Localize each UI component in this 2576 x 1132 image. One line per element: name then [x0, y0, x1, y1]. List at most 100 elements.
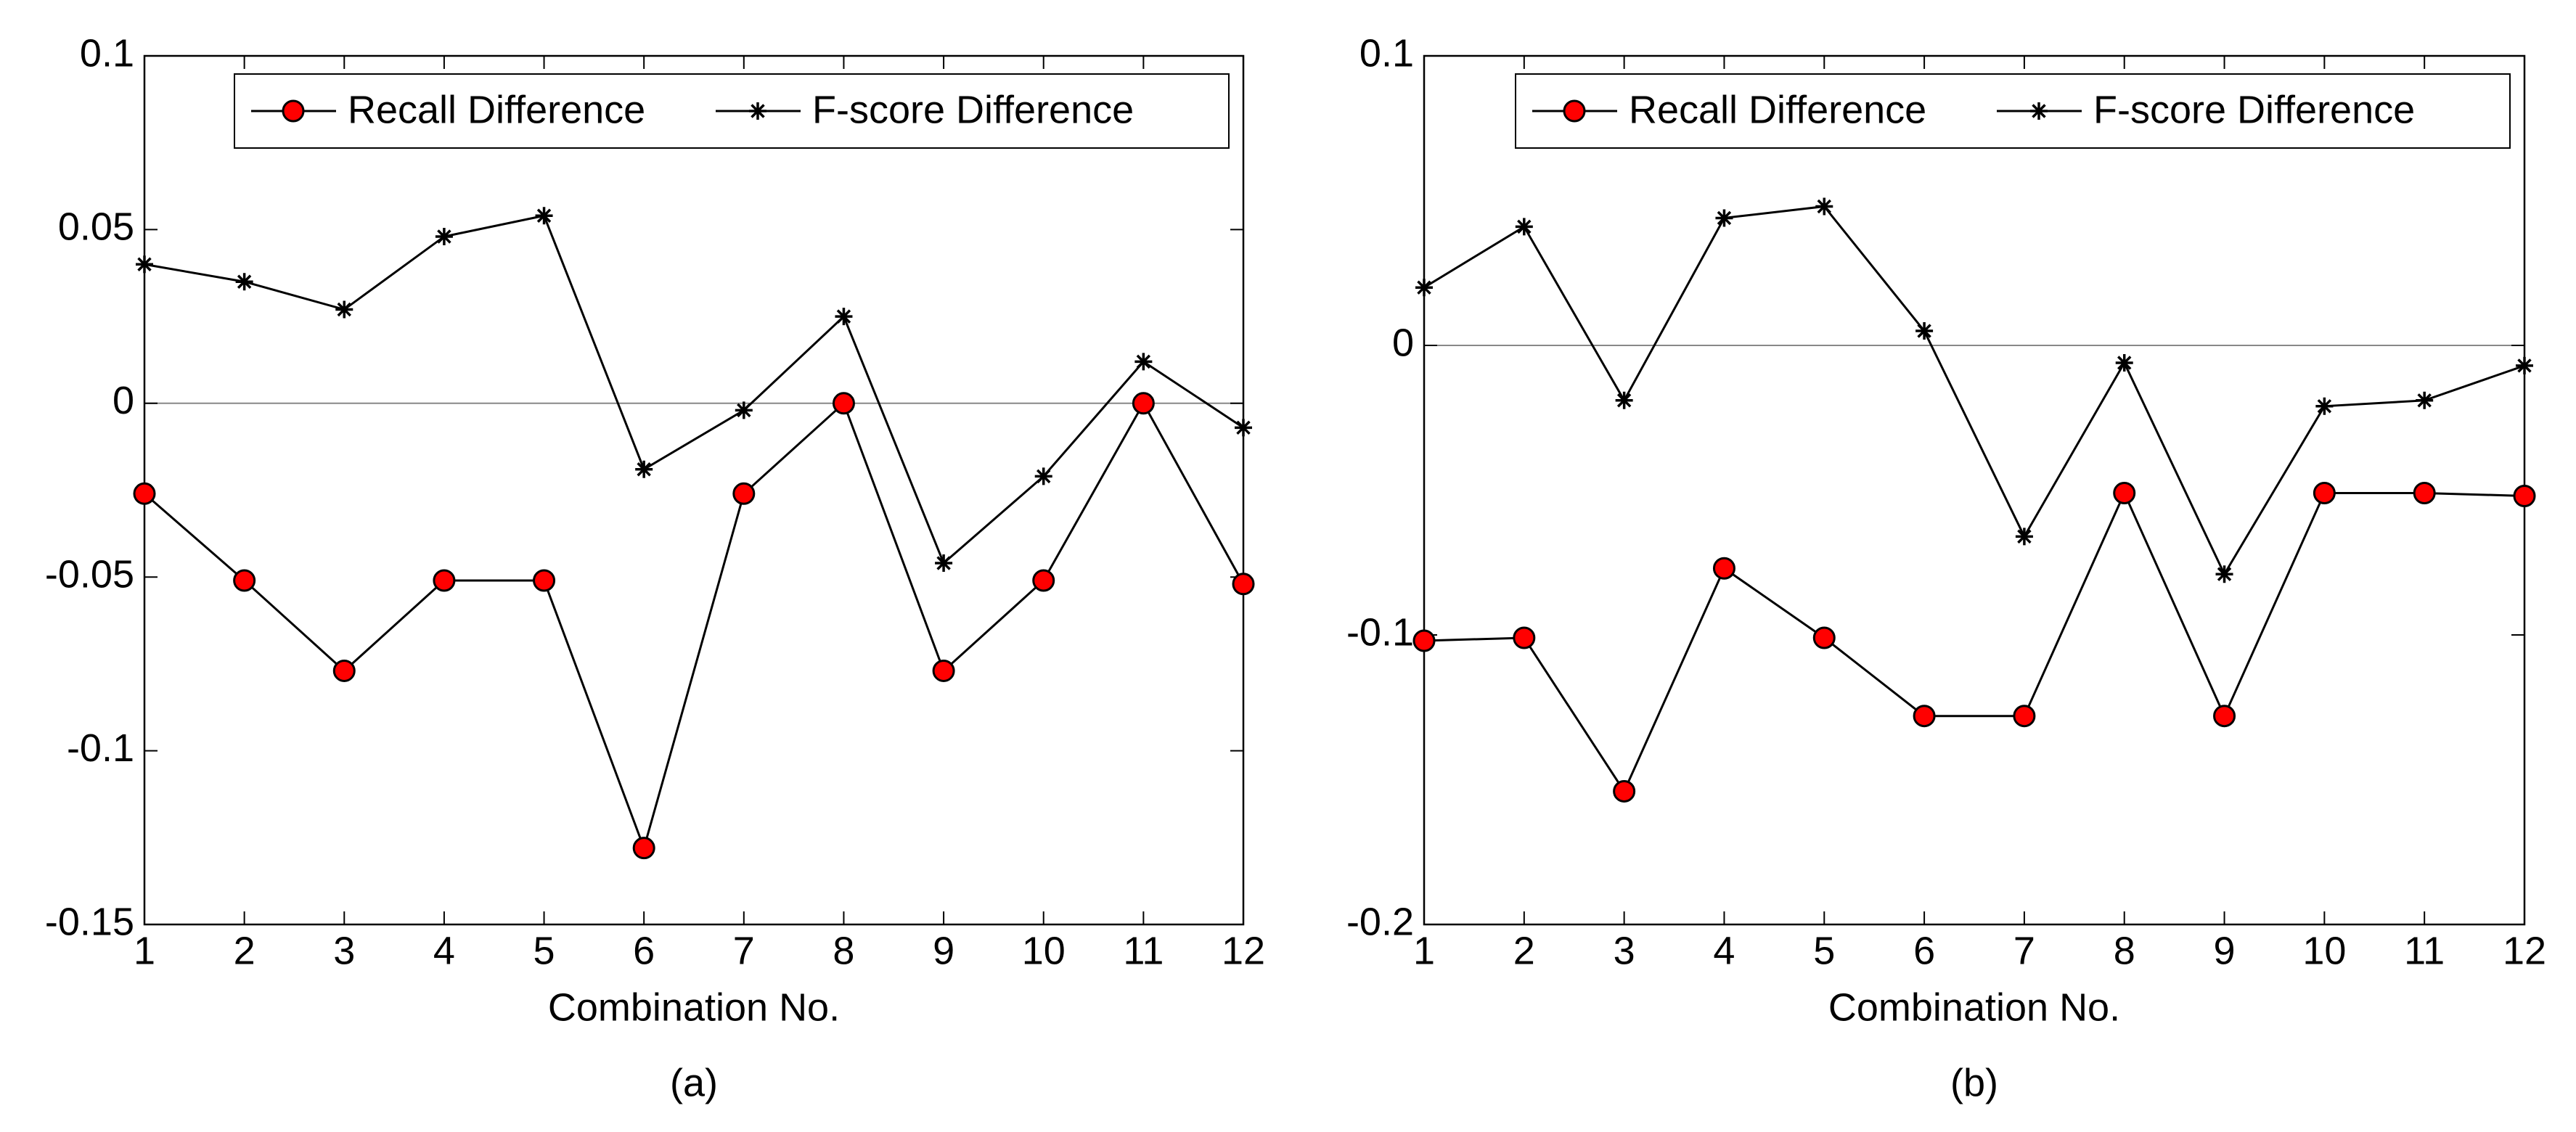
x-tick-label: 12: [1222, 929, 1265, 972]
marker: [1913, 705, 1936, 728]
x-tick-label: 8: [833, 929, 854, 972]
marker: [332, 659, 356, 682]
legend: Recall Difference F-score Difference: [234, 73, 1230, 149]
marker: [635, 460, 653, 478]
marker: [2015, 528, 2033, 546]
marker: [1415, 279, 1433, 297]
x-tick-label: 7: [2013, 929, 2035, 972]
y-tick-label: 0.1: [1359, 31, 1414, 75]
marker: [932, 659, 955, 682]
x-tick-label: 11: [1123, 929, 1164, 972]
legend-label: Recall Difference: [348, 88, 645, 131]
marker: [935, 554, 953, 573]
marker: [235, 273, 253, 291]
marker: [1915, 322, 1934, 340]
y-tick-label: -0.1: [1346, 610, 1414, 654]
x-tick-label: 12: [2503, 929, 2546, 972]
x-tick-label: 4: [433, 929, 455, 972]
x-tick-label: 5: [533, 929, 555, 972]
marker: [2213, 705, 2236, 728]
x-axis-label: Combination No.: [548, 985, 840, 1029]
marker: [1034, 467, 1052, 485]
marker: [1134, 353, 1153, 371]
y-tick-label: 0.05: [58, 205, 134, 249]
plot-frame: [143, 54, 1245, 926]
marker: [1032, 569, 1055, 592]
marker: [1712, 557, 1735, 580]
marker: [233, 569, 256, 592]
x-tick-label: 9: [2214, 929, 2236, 972]
marker: [1235, 419, 1252, 437]
x-tick-label: 4: [1713, 929, 1735, 972]
y-tick-label: -0.1: [67, 726, 134, 770]
marker: [435, 227, 453, 245]
x-tick-label: 7: [733, 929, 755, 972]
x-tick-label: 11: [2404, 929, 2445, 972]
marker: [1515, 218, 1533, 236]
marker: [533, 569, 556, 592]
marker: [735, 401, 753, 419]
x-tick-label: 1: [1413, 929, 1435, 972]
y-tick-label: 0: [1392, 321, 1414, 364]
y-tick-label: 0.1: [80, 31, 134, 75]
x-axis-label: Combination No.: [1828, 985, 2120, 1029]
marker: [1715, 209, 1733, 227]
marker: [835, 308, 853, 326]
marker: [2030, 102, 2048, 120]
marker: [1812, 626, 1836, 649]
marker: [1615, 391, 1633, 409]
caption: (b): [1950, 1061, 1998, 1104]
marker: [2113, 481, 2136, 504]
x-tick-label: 8: [2114, 929, 2135, 972]
marker: [335, 300, 353, 319]
caption: (a): [670, 1061, 718, 1104]
marker: [282, 99, 305, 123]
x-tick-label: 2: [1513, 929, 1535, 972]
series-line: [144, 401, 1245, 852]
x-tick-label: 10: [2302, 929, 2346, 972]
legend: Recall Difference F-score Difference: [1515, 73, 2511, 149]
x-tick-label: 10: [1022, 929, 1066, 972]
marker: [2215, 565, 2233, 583]
marker: [2013, 705, 2036, 728]
x-tick-label: 2: [234, 929, 255, 972]
x-tick-label: 1: [134, 929, 155, 972]
marker: [2416, 391, 2434, 409]
marker: [2115, 353, 2133, 372]
marker: [2413, 481, 2436, 504]
marker: [632, 837, 655, 860]
marker: [133, 482, 156, 505]
x-tick-label: 9: [933, 929, 954, 972]
marker: [1613, 779, 1636, 803]
marker: [1815, 197, 1833, 216]
marker: [2315, 397, 2334, 415]
marker: [1563, 99, 1586, 123]
series-line: [1423, 205, 2525, 577]
marker: [1132, 392, 1155, 415]
x-tick-label: 5: [1813, 929, 1835, 972]
marker: [732, 482, 756, 505]
marker: [2516, 356, 2533, 374]
marker: [749, 102, 766, 120]
y-tick-label: -0.15: [45, 900, 134, 943]
y-tick-label: -0.2: [1346, 900, 1414, 943]
marker: [136, 255, 153, 274]
marker: [2313, 481, 2336, 504]
marker: [1232, 573, 1255, 596]
y-tick-label: -0.05: [45, 552, 134, 596]
legend-label: F-score Difference: [2093, 88, 2415, 131]
y-tick-label: 0: [113, 379, 134, 422]
marker: [1412, 629, 1436, 652]
x-tick-label: 6: [633, 929, 655, 972]
x-tick-label: 3: [333, 929, 355, 972]
marker: [433, 569, 456, 592]
series-line: [144, 214, 1244, 565]
marker: [832, 392, 855, 415]
series-line: [1423, 490, 2525, 794]
marker: [1513, 626, 1536, 649]
x-tick-label: 6: [1913, 929, 1935, 972]
